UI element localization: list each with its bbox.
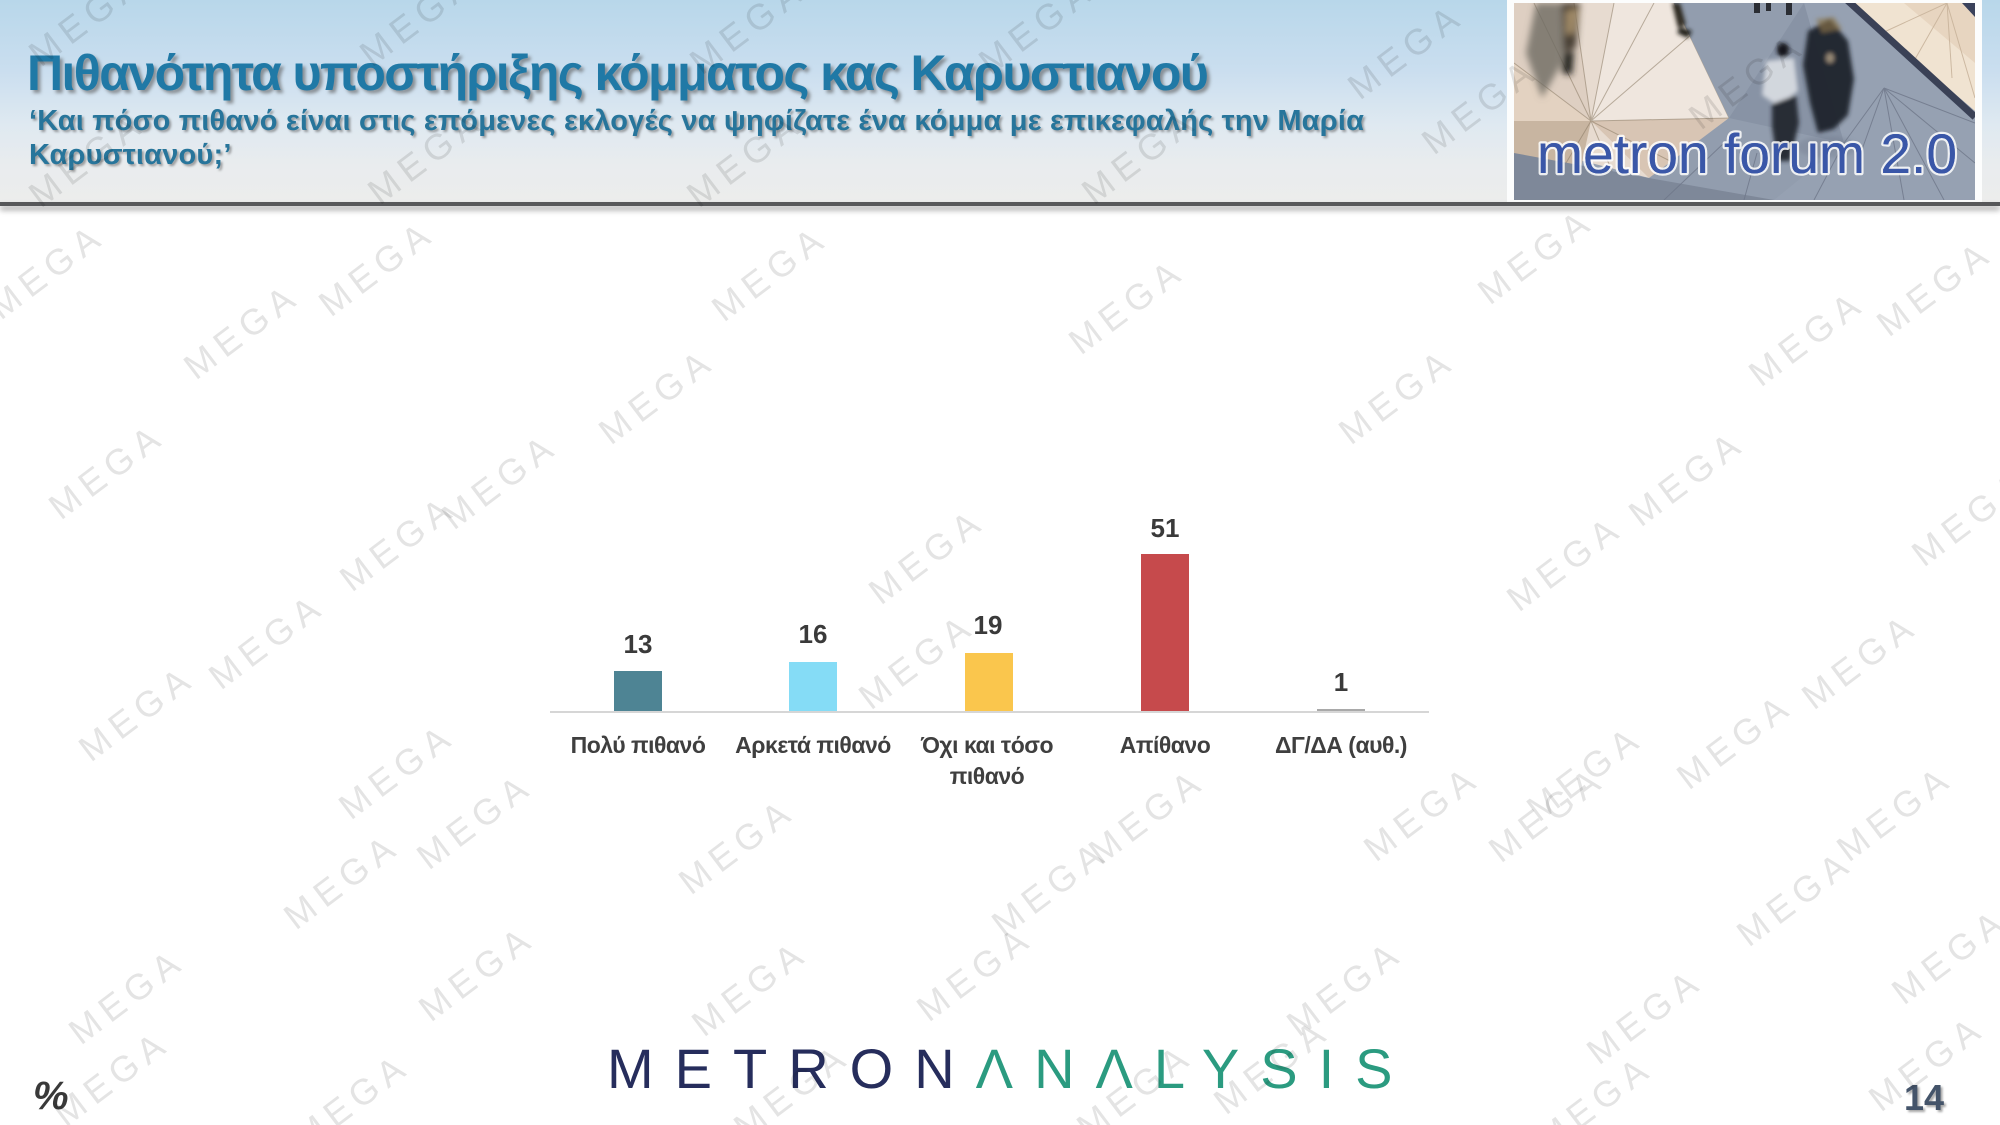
svg-text:metron forum 2.0: metron forum 2.0 [1537,122,1957,185]
svg-text:metron forum 2.0: metron forum 2.0 [1537,122,1957,185]
